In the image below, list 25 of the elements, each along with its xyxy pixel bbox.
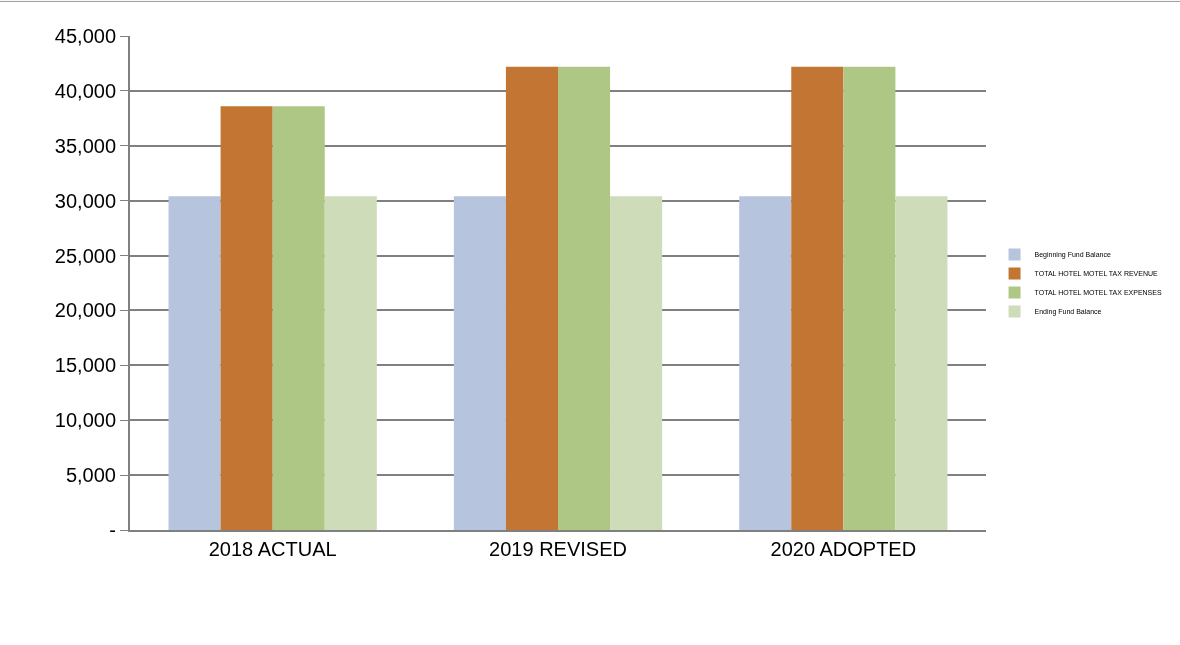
bar xyxy=(220,106,273,530)
bar xyxy=(843,66,896,530)
y-tick-label: 10,000 xyxy=(54,409,116,432)
bar xyxy=(739,196,792,530)
y-tick-label: 40,000 xyxy=(54,79,116,102)
y-tick-label: 45,000 xyxy=(54,25,116,47)
bar xyxy=(505,66,558,530)
x-tick-label: 2018 ACTUAL xyxy=(208,538,337,560)
y-tick-label: 25,000 xyxy=(54,244,116,267)
y-tick-label: 20,000 xyxy=(54,299,116,322)
bar xyxy=(453,196,506,530)
y-tick-label: - xyxy=(109,519,116,541)
y-tick-label: 15,000 xyxy=(54,354,116,377)
y-tick-label: 30,000 xyxy=(54,189,116,212)
y-tick-label: 35,000 xyxy=(54,134,116,157)
bar xyxy=(168,196,221,530)
bar xyxy=(610,196,663,530)
bar xyxy=(324,196,377,530)
bar xyxy=(791,66,844,530)
y-tick-label: 5,000 xyxy=(65,464,116,487)
x-tick-label: 2019 REVISED xyxy=(489,538,627,560)
bar xyxy=(895,196,948,530)
x-tick-label: 2020 ADOPTED xyxy=(770,538,917,560)
bar xyxy=(272,106,325,530)
bar xyxy=(558,66,611,530)
